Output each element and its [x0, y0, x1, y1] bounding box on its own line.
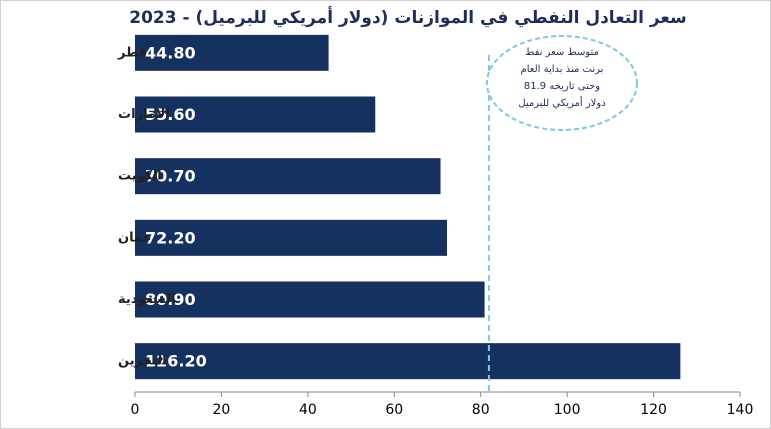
x-tick-label: 0: [131, 402, 140, 418]
y-tick-label: البحرين: [118, 354, 167, 369]
annotation-bubble: [486, 35, 638, 131]
bar: [135, 219, 448, 256]
value-label: 44.80: [145, 43, 196, 62]
y-tick-label: السعودية: [118, 292, 176, 307]
annotation-text: وحتى تاريخه 81.9: [524, 81, 600, 92]
x-tick-label: 40: [299, 402, 317, 418]
x-tick-label: 60: [385, 402, 403, 418]
x-tick-label: 20: [213, 402, 231, 418]
x-tick-label: 140: [727, 402, 754, 418]
bar: [135, 34, 329, 71]
value-label: 80.90: [145, 290, 196, 309]
bar: [135, 343, 681, 380]
value-label: 126.20: [145, 352, 207, 371]
bar: [135, 281, 485, 318]
bar: [135, 158, 441, 195]
annotation-text: دولار أمريكي للبرميل: [518, 96, 605, 109]
value-label: 72.20: [145, 228, 196, 247]
value-label: 70.70: [145, 167, 196, 186]
annotation-text: متوسط سعر نفط: [525, 47, 599, 58]
x-tick-label: 80: [472, 402, 490, 418]
y-tick-label: عمان: [118, 230, 152, 245]
x-tick-label: 100: [554, 402, 581, 418]
y-tick-label: الكويت: [118, 169, 162, 184]
x-tick-label: 120: [640, 402, 667, 418]
bar: [135, 96, 376, 133]
annotation-text: برنت منذ بداية العام: [521, 64, 604, 75]
value-label: 55.60: [145, 105, 196, 124]
y-tick-label: قطر: [117, 45, 147, 60]
y-tick-label: الامارات: [118, 107, 170, 122]
chart-title: سعر التعادل النفطي في الموازنات (دولار أ…: [129, 6, 687, 28]
